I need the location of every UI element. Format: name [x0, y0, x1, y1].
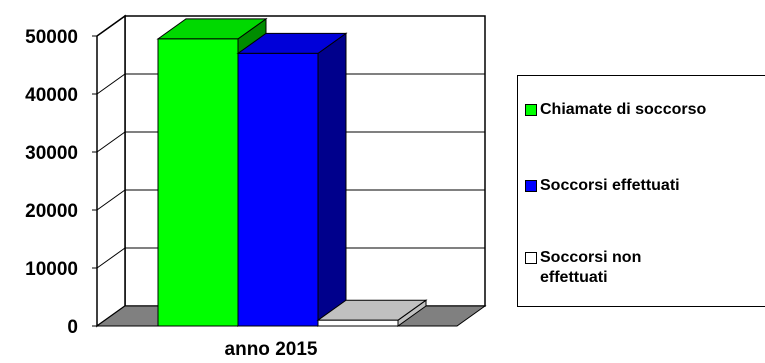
y-tick-label: 30000	[25, 143, 78, 164]
legend-label: Chiamate di soccorso	[540, 101, 707, 118]
gridline	[96, 189, 485, 211]
bar-front	[157, 38, 239, 327]
y-tick-label: 10000	[25, 259, 78, 280]
bar-front	[237, 52, 319, 327]
legend-item-non-effettuati: Soccorsi non effettuati	[525, 248, 641, 288]
legend-label: Soccorsi effettuati	[540, 177, 680, 194]
bar-3	[316, 299, 428, 327]
bar-side	[317, 32, 347, 327]
bars	[156, 17, 428, 327]
gridline	[96, 15, 485, 37]
x-category-label: anno 2015	[225, 339, 318, 360]
legend-swatch-white	[525, 252, 537, 264]
y-tick-label: 50000	[25, 27, 78, 48]
legend-label: Soccorsi non effettuati	[540, 249, 642, 286]
gridline	[96, 131, 485, 153]
y-tick-label: 40000	[25, 85, 78, 106]
gridline	[96, 247, 485, 269]
bar-2	[236, 32, 348, 327]
side-wall	[96, 14, 126, 328]
bar-front	[317, 319, 399, 327]
y-tick-label: 20000	[25, 201, 78, 222]
gridlines	[96, 15, 485, 269]
legend-swatch-green	[525, 104, 537, 116]
y-tick-label: 0	[67, 317, 78, 338]
gridline	[96, 73, 485, 95]
legend: Chiamate di soccorso Soccorsi effettuati…	[517, 75, 765, 307]
legend-item-chiamate: Chiamate di soccorso	[525, 100, 706, 120]
y-axis-ticks: 0 10000 20000 30000 40000 50000	[25, 27, 97, 338]
legend-item-effettuati: Soccorsi effettuati	[525, 176, 680, 196]
legend-swatch-blue	[525, 180, 537, 192]
